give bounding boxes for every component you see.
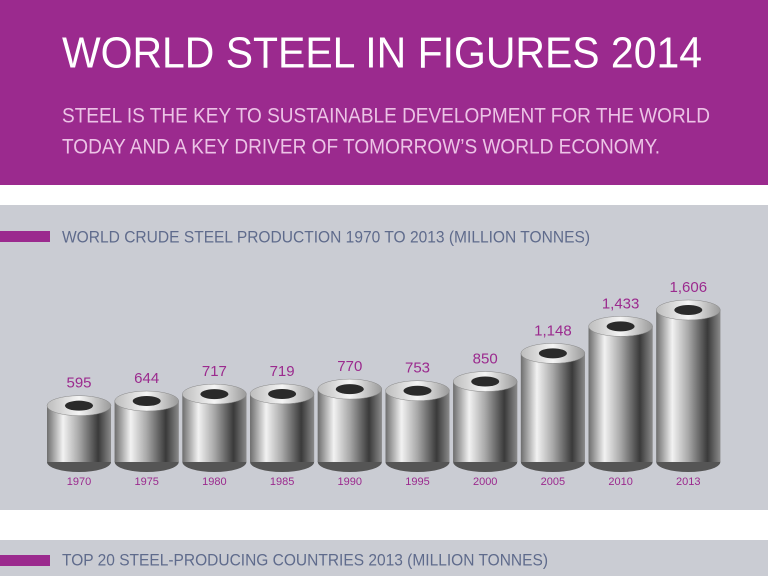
- value-label: 595: [66, 375, 91, 392]
- value-label: 850: [473, 351, 498, 368]
- value-label: 717: [202, 363, 227, 380]
- section-band: [0, 540, 768, 576]
- page-title: WORLD STEEL IN FIGURES 2014: [62, 29, 702, 78]
- cylinder-body-fill: [250, 393, 315, 462]
- value-label: 770: [337, 358, 362, 375]
- cylinder-hole: [538, 348, 567, 359]
- cylinder-body-fill: [317, 389, 382, 462]
- value-label: 719: [270, 363, 295, 380]
- x-tick-label: 2010: [608, 476, 632, 488]
- cylinder-body-fill: [182, 394, 247, 462]
- section-title: TOP 20 STEEL-PRODUCING COUNTRIES 2013 (M…: [62, 550, 548, 569]
- cylinder-hole: [200, 389, 229, 400]
- x-tick-label: 1975: [134, 476, 158, 488]
- section-marker: [0, 555, 50, 566]
- cylinder-hole: [606, 321, 635, 332]
- cylinder-hole: [268, 388, 297, 399]
- x-tick-label: 1995: [405, 476, 429, 488]
- subtitle-line: STEEL IS THE KEY TO SUSTAINABLE DEVELOPM…: [62, 105, 710, 128]
- cylinder-body-fill: [453, 381, 518, 462]
- subtitle-line: TODAY AND A KEY DRIVER OF TOMORROW’S WOR…: [62, 136, 660, 159]
- cylinder-body-fill: [656, 310, 721, 462]
- cylinder-hole: [132, 396, 161, 407]
- value-label: 1,148: [534, 322, 572, 339]
- value-label: 1,433: [602, 295, 640, 312]
- cylinder-hole: [471, 376, 500, 387]
- cylinder-hole: [674, 305, 703, 315]
- value-label: 753: [405, 360, 430, 377]
- cylinder-hole: [335, 384, 364, 395]
- plot: 595 1970 644 1975 717 1980 719 1985 770 1990 753 19…: [46, 279, 721, 488]
- x-tick-label: 1970: [67, 476, 91, 488]
- x-tick-label: 2013: [676, 476, 700, 488]
- header-band: [0, 0, 768, 185]
- cylinder-hole: [65, 400, 93, 411]
- x-tick-label: 2005: [541, 476, 565, 488]
- x-tick-label: 1980: [202, 476, 226, 488]
- value-label: 644: [134, 370, 159, 387]
- cylinder-hole: [403, 385, 432, 396]
- chart-title: WORLD CRUDE STEEL PRODUCTION 1970 TO 201…: [62, 227, 590, 246]
- cylinder-body-fill: [385, 390, 450, 462]
- x-tick-label: 2000: [473, 476, 497, 488]
- x-tick-label: 1990: [338, 476, 362, 488]
- chart-band: [0, 205, 768, 510]
- x-tick-label: 1985: [270, 476, 294, 488]
- cylinder-body-fill: [588, 326, 653, 462]
- value-label: 1,606: [670, 279, 708, 296]
- cylinder-body-fill: [520, 353, 585, 462]
- section-marker: [0, 231, 50, 242]
